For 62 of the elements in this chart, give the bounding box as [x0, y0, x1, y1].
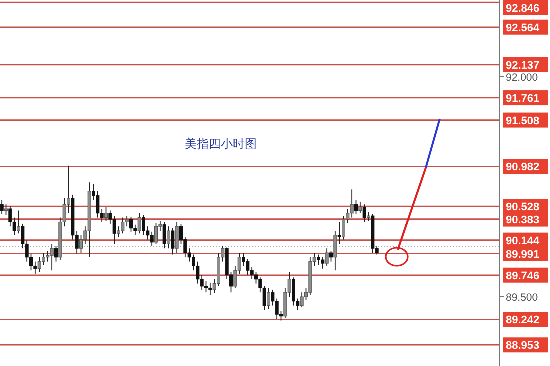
candlestick: [117, 226, 120, 238]
ref-line-label: 90.383: [506, 214, 540, 226]
ref-line-label: 91.761: [506, 93, 540, 106]
candlestick: [0, 200, 4, 215]
candlestick: [196, 261, 200, 284]
ref-line-label: 89.991: [506, 248, 540, 261]
ref-line-label: 92.564: [506, 22, 541, 34]
ref-line-label: 89.242: [506, 314, 540, 327]
candlestick: [175, 222, 179, 254]
candlestick: [8, 206, 12, 228]
candlestick: [330, 250, 333, 262]
candlestick: [242, 252, 246, 267]
ref-line-label: 90.982: [506, 162, 540, 174]
candlestick: [138, 212, 142, 234]
ref-line-label: 92.137: [506, 60, 540, 72]
candlestick: [167, 226, 170, 250]
candlestick: [38, 256, 42, 273]
candlestick: [300, 292, 304, 308]
candlestick: [130, 216, 133, 232]
annotation: 美指四小时图: [185, 137, 257, 151]
candlestick: [112, 216, 116, 245]
candlestick: [80, 234, 83, 254]
candlestick: [121, 217, 125, 234]
candlestick: [54, 246, 58, 262]
candlestick: [154, 222, 158, 245]
candlestick: [325, 248, 329, 267]
candlestick: [50, 244, 54, 272]
candlestick: [208, 282, 212, 296]
ref-line-label: 88.953: [506, 340, 540, 352]
candlestick: [362, 204, 366, 223]
candlestick: [254, 272, 258, 284]
candlestick: [321, 256, 325, 270]
ref-line-label: 91.508: [506, 115, 540, 128]
candlestick: [317, 254, 320, 266]
candlestick: [171, 228, 175, 256]
candlestick: [125, 216, 129, 228]
candlestick: [96, 190, 100, 218]
ref-line-label: 90.144: [506, 235, 541, 248]
candlestick: [162, 222, 166, 250]
ref-line-label: 89.746: [506, 270, 540, 282]
candlestick: [358, 202, 362, 214]
y-tick-label: 89.500: [506, 292, 538, 304]
candlestick: [292, 277, 296, 306]
candlestick: [204, 280, 208, 294]
candlestick: [4, 204, 8, 216]
candlestick: [246, 258, 250, 276]
candlestick: [17, 210, 20, 234]
candlestick: [46, 250, 50, 262]
candlestick: [350, 189, 354, 218]
candlestick: [142, 214, 146, 236]
candlestick: [338, 222, 342, 245]
candlestick: [42, 252, 46, 266]
candlestick: [354, 200, 358, 215]
candlestick: [334, 230, 338, 272]
candlestick: [104, 206, 108, 222]
candlestick: [150, 231, 154, 246]
candlestick: [34, 261, 38, 275]
ref-line-label: 90.528: [506, 202, 540, 214]
candlestick: [342, 216, 346, 240]
candlestick: [267, 288, 270, 310]
ref-line-label: 92.846: [506, 3, 540, 15]
y-tick-label: 92.000: [506, 72, 538, 84]
